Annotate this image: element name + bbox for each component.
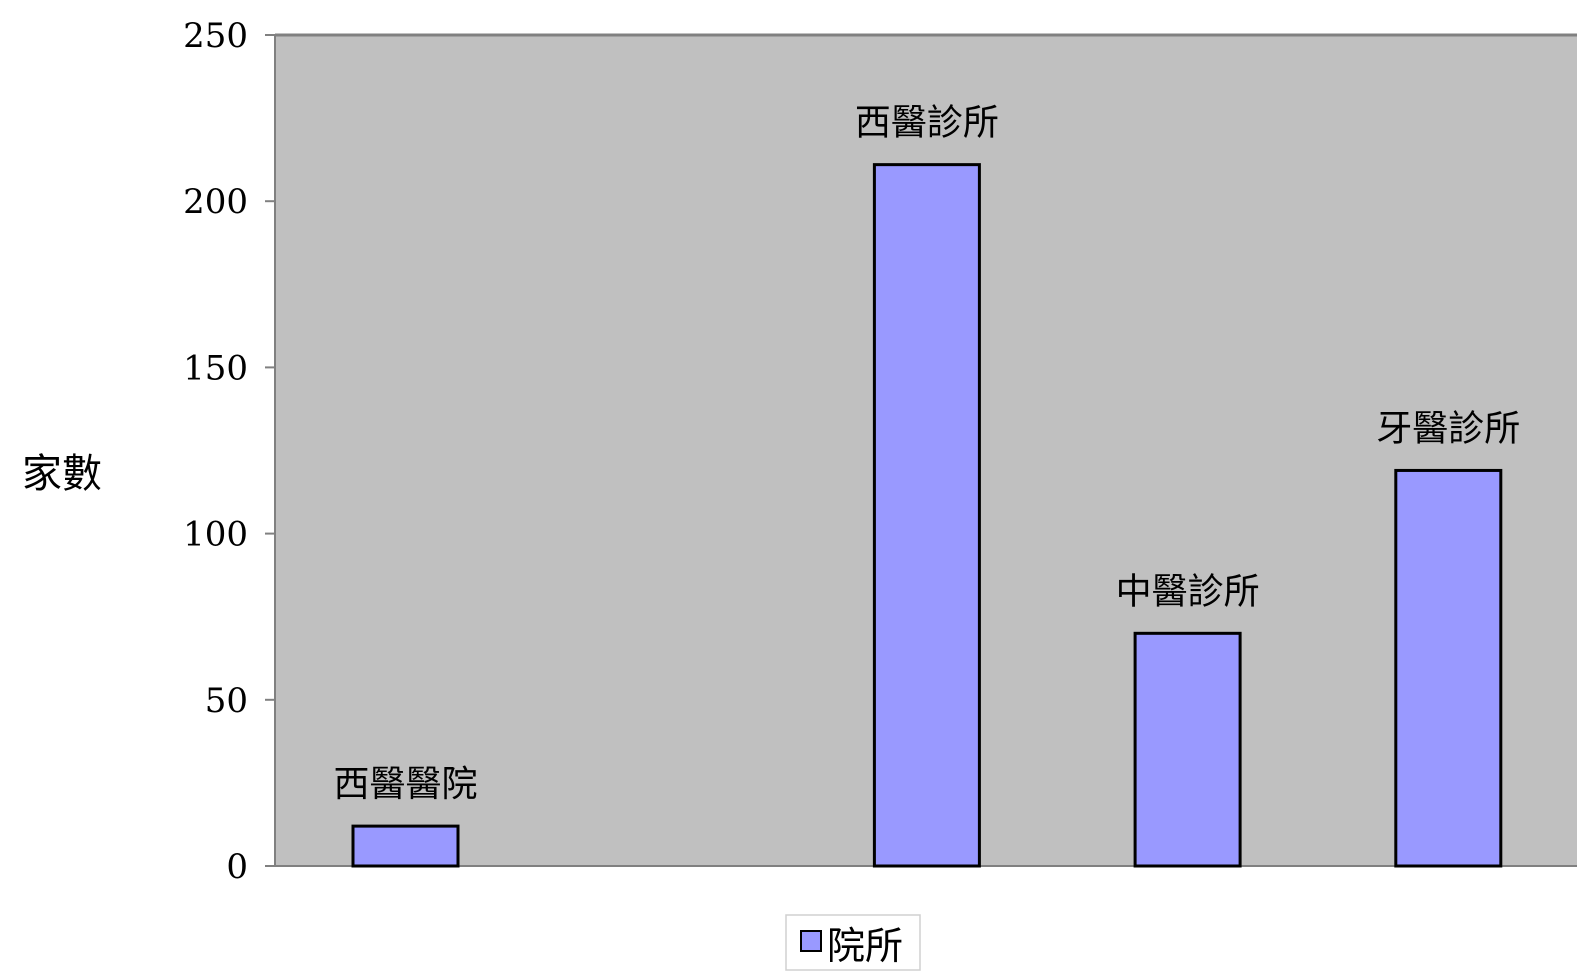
legend: 院所: [785, 914, 921, 971]
bar: [1133, 631, 1242, 868]
y-tick-label: 0: [226, 847, 248, 887]
legend-entry: 院所: [827, 924, 903, 968]
y-tick-label: 200: [183, 182, 248, 222]
bar: [1394, 468, 1503, 868]
y-tick-label: 250: [183, 16, 248, 56]
bar-data-label: 西醫醫院: [333, 764, 477, 805]
bar-data-label: 西醫診所: [855, 103, 999, 144]
bar-data-label: 牙醫診所: [1376, 408, 1520, 449]
y-axis-title: 家數: [22, 451, 102, 497]
bar: [351, 824, 460, 868]
y-ticks: 0 50 100 150 200 250: [183, 16, 275, 887]
bar: [872, 163, 981, 868]
y-tick-label: 100: [183, 515, 248, 555]
y-tick-label: 150: [183, 348, 248, 388]
bar-data-label: 中醫診所: [1116, 571, 1260, 612]
legend-swatch: [800, 930, 822, 952]
bars: [351, 163, 1503, 868]
y-tick-label: 50: [205, 681, 248, 721]
